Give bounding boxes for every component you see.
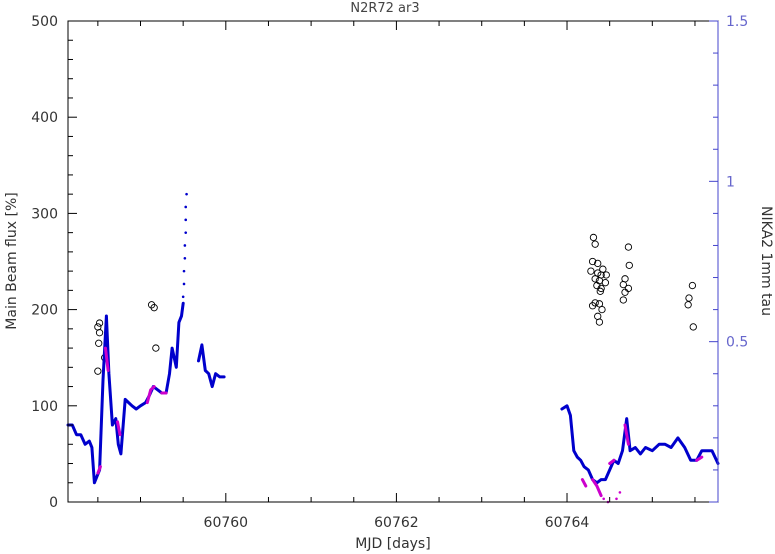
tau-line-segment-magenta bbox=[96, 465, 102, 475]
flux-point bbox=[625, 261, 633, 269]
flux-point bbox=[589, 233, 598, 242]
flux-point bbox=[598, 305, 606, 314]
flux-point bbox=[150, 304, 158, 312]
flux-point bbox=[95, 329, 104, 337]
flux-point bbox=[596, 287, 604, 295]
x-tick-label: 60762 bbox=[374, 515, 419, 531]
tau-line-segment-blue bbox=[560, 404, 720, 485]
y2-tick-label: 1.5 bbox=[726, 14, 748, 30]
flux-point bbox=[684, 301, 692, 309]
plot-area bbox=[66, 192, 720, 504]
y-axis-left: 0 100 200 300 400 500 bbox=[31, 14, 77, 511]
tau-line-segment-magenta bbox=[591, 478, 603, 498]
flux-point bbox=[152, 344, 160, 352]
flux-point bbox=[587, 267, 595, 275]
flux-point bbox=[601, 279, 610, 287]
tau-dot bbox=[185, 192, 188, 196]
flux-point bbox=[624, 243, 633, 251]
tau-line-segment-magenta bbox=[145, 385, 156, 405]
tau-line-segment-magenta bbox=[116, 420, 122, 437]
y-axis-label: Main Beam flux [%] bbox=[4, 192, 20, 329]
y-tick-label: 100 bbox=[31, 399, 58, 415]
tau-dot bbox=[602, 497, 605, 501]
y-tick-label: 300 bbox=[31, 206, 58, 222]
tau-dot bbox=[182, 282, 186, 286]
x-tick-label: 60760 bbox=[204, 515, 249, 531]
flux-point bbox=[595, 318, 604, 326]
flux-point bbox=[621, 288, 629, 296]
tau-dot bbox=[184, 218, 188, 222]
tau-dot bbox=[184, 205, 188, 209]
chart-title: N2R72 ar3 bbox=[350, 1, 419, 16]
y2-axis-label: NIKA2 1mm tau bbox=[758, 206, 774, 316]
x-axis-label: MJD [days] bbox=[355, 536, 430, 552]
tau-dot bbox=[615, 497, 618, 501]
flux-point bbox=[94, 367, 102, 375]
tau-line-segment-magenta bbox=[623, 423, 630, 446]
tau-dot bbox=[183, 244, 187, 247]
y-tick-label: 0 bbox=[49, 495, 58, 511]
tau-dot bbox=[181, 295, 185, 299]
flux-point bbox=[594, 259, 602, 268]
tau-line-segment-magenta bbox=[608, 458, 616, 465]
flux-point bbox=[591, 275, 599, 283]
flux-point bbox=[588, 302, 597, 310]
tau-line-segment-blue bbox=[66, 301, 185, 485]
tau-line-segment-magenta bbox=[580, 478, 588, 488]
flux-point bbox=[95, 339, 103, 347]
flux-point bbox=[689, 323, 697, 331]
tau-dot bbox=[184, 231, 188, 234]
y2-tick-label: 0.5 bbox=[726, 335, 748, 351]
y-tick-label: 200 bbox=[31, 303, 58, 319]
tau-line-segment-magenta bbox=[695, 455, 704, 462]
tau-dot bbox=[182, 269, 186, 273]
tau-dot bbox=[183, 256, 187, 260]
tau-dot bbox=[618, 491, 622, 494]
y-tick-label: 400 bbox=[31, 110, 58, 126]
flux-point bbox=[688, 281, 697, 290]
flux-point bbox=[619, 296, 627, 304]
flux-point bbox=[95, 319, 104, 327]
x-axis: 60760 60762 60764 bbox=[97, 21, 696, 531]
flux-point bbox=[591, 240, 599, 248]
x-tick-label: 60764 bbox=[545, 515, 590, 531]
y-axis-right: 0.5 1 1.5 bbox=[709, 14, 748, 503]
flux-point bbox=[619, 280, 627, 289]
y-tick-label: 500 bbox=[31, 14, 58, 30]
tau-line-segment-magenta bbox=[104, 346, 110, 372]
flux-point bbox=[597, 284, 605, 293]
flux-point bbox=[588, 257, 597, 266]
tau-line-segment-blue bbox=[197, 343, 226, 389]
flux-point bbox=[602, 271, 610, 279]
y2-tick-label: 1 bbox=[726, 174, 735, 190]
